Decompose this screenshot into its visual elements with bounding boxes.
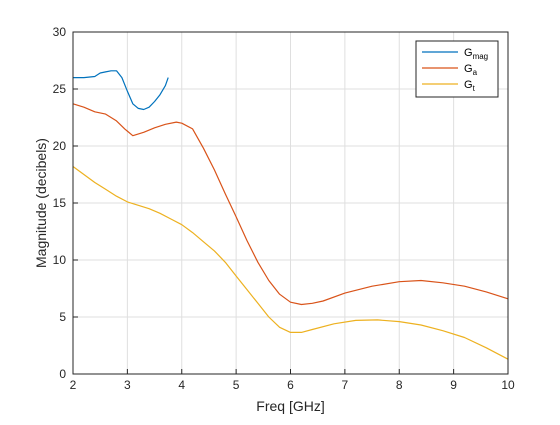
x-tick-label: 2 xyxy=(70,378,77,392)
y-tick-label: 10 xyxy=(53,253,67,267)
x-tick-label: 6 xyxy=(287,378,294,392)
x-tick-label: 9 xyxy=(450,378,457,392)
legend: Gmag Ga Gt xyxy=(415,40,499,98)
legend-label-3: Gt xyxy=(464,79,476,93)
legend-box xyxy=(415,40,499,98)
x-tick-label: 3 xyxy=(124,378,131,392)
y-tick-label: 25 xyxy=(53,82,67,96)
y-axis-label: Magnitude (decibels) xyxy=(33,138,49,268)
series-line-1 xyxy=(73,70,169,111)
y-tick-label: 15 xyxy=(53,196,67,210)
legend-label-2: Ga xyxy=(464,63,478,77)
x-tick-label: 5 xyxy=(233,378,240,392)
grid-layer xyxy=(72,31,509,375)
y-tick-label: 0 xyxy=(59,367,66,381)
x-tick-label: 4 xyxy=(178,378,185,392)
x-axis-label: Freq [GHz] xyxy=(256,398,324,414)
tick-layer: 2 3 4 5 6 7 8 9 10 0 5 10 15 20 25 30 xyxy=(53,25,515,392)
y-tick-label: 30 xyxy=(53,25,67,39)
series-layer xyxy=(72,70,509,360)
series-line-3 xyxy=(72,166,509,360)
legend-label-1: Gmag xyxy=(464,47,488,61)
x-tick-label: 10 xyxy=(501,378,515,392)
y-tick-label: 20 xyxy=(53,139,67,153)
x-tick-label: 8 xyxy=(396,378,403,392)
series-line-2 xyxy=(72,103,509,306)
x-tick-label: 7 xyxy=(342,378,349,392)
y-tick-label: 5 xyxy=(59,310,66,324)
